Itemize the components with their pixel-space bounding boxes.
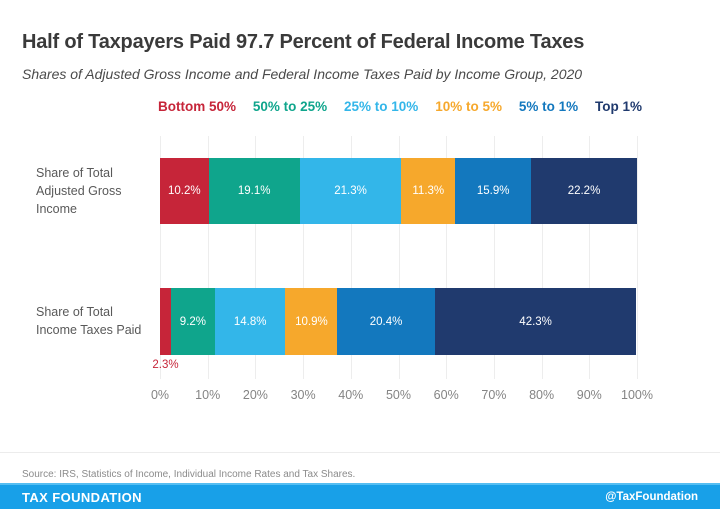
segment-value-label: 9.2%: [179, 315, 207, 328]
bar-segment: 19.1%: [208, 158, 300, 224]
chart-plot-area: 10.2% 19.1% 21.3% 11.3% 15.9% 22.2% 2.3% 9.2% 14…: [152, 136, 638, 379]
x-axis-tick-label: 30%: [290, 388, 316, 402]
x-axis-tick-label: 60%: [433, 388, 459, 402]
segment-value-label: 42.3%: [519, 315, 552, 328]
bar-segment: 10.9%: [285, 288, 338, 355]
chart-subtitle: Shares of Adjusted Gross Income and Fede…: [22, 66, 583, 82]
gridline: [446, 136, 448, 379]
legend-item: Top 1%: [594, 99, 642, 114]
gridline: [160, 136, 161, 379]
segment-value-label: 22.2%: [567, 185, 601, 197]
gridline: [493, 136, 495, 379]
gridline: [637, 136, 638, 379]
gridline: [398, 136, 400, 379]
bar-segment: 22.2%: [531, 158, 637, 224]
x-axis-tick-label: 50%: [385, 388, 412, 402]
row-label: Share of Total Adjusted Gross Income: [36, 166, 122, 217]
x-axis: 0% 10% 20% 30% 40% 50% 60% 70% 80% 90% 100%: [151, 388, 653, 406]
segment-value-label: 15.9%: [476, 185, 510, 197]
x-axis-tick-label: 40%: [338, 388, 364, 402]
legend-item: 5% to 1%: [518, 99, 579, 114]
segment-value-label: 19.1%: [237, 185, 271, 197]
bar-segment: 10.2%: [160, 158, 209, 224]
segment-value-label-outside: 2.3%: [152, 359, 179, 371]
x-axis-tick-label: 100%: [621, 388, 653, 402]
stacked-bar: 9.2% 14.8% 10.9% 20.4% 42.3%: [160, 288, 637, 355]
x-axis-tick-label: 0%: [150, 388, 170, 402]
bar-segment: 15.9%: [455, 158, 532, 224]
segment-value-label: 20.4%: [369, 315, 403, 328]
segment-value-label: 11.3%: [412, 185, 445, 197]
x-axis-tick-label: 70%: [481, 388, 507, 402]
bar-segment: 20.4%: [337, 288, 435, 355]
x-axis-tick-label: 20%: [242, 388, 268, 402]
legend-item: Bottom 50%: [158, 99, 237, 114]
bar-segment: 14.8%: [214, 288, 286, 355]
bar-segment: 42.3%: [434, 288, 637, 355]
gridline: [589, 136, 591, 379]
legend-item: 25% to 10%: [344, 99, 419, 114]
stacked-bar: 10.2% 19.1% 21.3% 11.3% 15.9% 22.2%: [160, 158, 637, 224]
footer-bar: TAX FOUNDATION @TaxFoundation: [0, 483, 720, 509]
social-handle: @TaxFoundation: [605, 491, 698, 503]
x-axis-tick-label: 90%: [576, 388, 602, 402]
gridline: [255, 136, 257, 379]
row-label: Share of Total Income Taxes Paid: [36, 305, 142, 338]
bar-segment: 9.2%: [170, 288, 215, 355]
x-axis-tick-label: 80%: [529, 388, 555, 402]
bar-segment: [160, 288, 171, 355]
bar-segment: 11.3%: [401, 158, 456, 224]
segment-value-label: 14.8%: [233, 315, 267, 328]
gridline: [541, 136, 543, 379]
divider-line: [0, 452, 720, 453]
gridline: [207, 136, 209, 379]
chart-legend: Bottom 50% 50% to 25% 25% to 10% 10% to 5% 5…: [158, 99, 642, 114]
segment-value-label: 21.3%: [334, 185, 367, 197]
legend-item: 50% to 25%: [252, 99, 328, 114]
page-title: Half of Taxpayers Paid 97.7 Percent of F…: [22, 31, 585, 54]
bar-segment: 21.3%: [299, 158, 402, 224]
x-axis-tick-label: 10%: [195, 388, 221, 402]
segment-value-label: 10.2%: [168, 185, 201, 197]
segment-value-label: 10.9%: [295, 315, 328, 328]
brand-logo-text: TAX FOUNDATION: [22, 489, 142, 505]
gridline: [303, 136, 305, 379]
legend-item: 10% to 5%: [435, 99, 502, 114]
source-note: Source: IRS, Statistics of Income, Indiv…: [22, 469, 356, 480]
gridline: [350, 136, 352, 379]
